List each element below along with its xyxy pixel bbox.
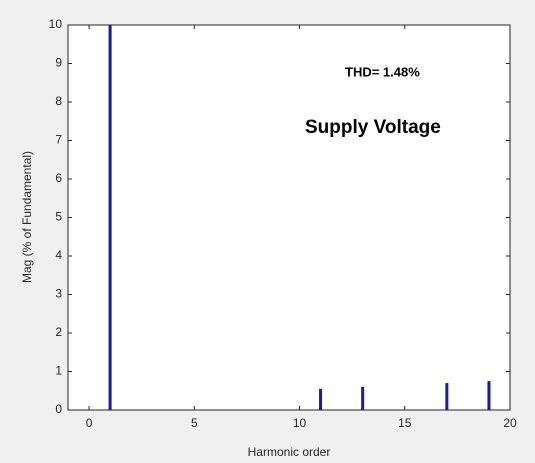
bar <box>487 381 491 410</box>
y-tick-label: 8 <box>55 94 62 108</box>
y-tick-label: 6 <box>55 171 62 185</box>
x-tick-label: 15 <box>398 416 412 430</box>
bars <box>108 25 491 410</box>
y-tick-label: 5 <box>55 210 62 224</box>
x-tick-label: 10 <box>293 416 307 430</box>
y-tick-label: 2 <box>55 325 62 339</box>
y-tick-label: 7 <box>55 133 62 147</box>
bar <box>319 388 323 410</box>
bar <box>445 383 449 410</box>
x-tick-label: 0 <box>86 416 93 430</box>
y-tick-label: 3 <box>55 287 62 301</box>
x-tick-label: 20 <box>503 416 517 430</box>
x-axis-label: Harmonic order <box>248 445 331 459</box>
x-tick-label: 5 <box>191 416 198 430</box>
y-tick-label: 9 <box>55 56 62 70</box>
bar <box>361 386 365 410</box>
y-tick-label: 1 <box>55 364 62 378</box>
y-tick-label: 0 <box>55 402 62 416</box>
annotation: Supply Voltage <box>305 117 441 138</box>
bar <box>108 25 112 410</box>
plot-area <box>67 24 511 411</box>
y-tick-label: 4 <box>55 248 62 262</box>
y-axis-label: Mag (% of Fundamental) <box>20 151 34 283</box>
annotation: THD= 1.48% <box>345 64 420 79</box>
y-tick-label: 10 <box>49 17 63 31</box>
